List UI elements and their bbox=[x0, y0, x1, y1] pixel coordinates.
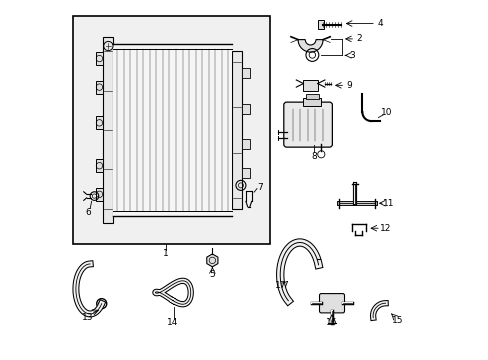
FancyBboxPatch shape bbox=[231, 51, 242, 208]
Text: 7: 7 bbox=[257, 183, 263, 192]
Wedge shape bbox=[298, 40, 323, 52]
Bar bbox=[242, 68, 249, 78]
Text: 14: 14 bbox=[167, 318, 179, 327]
Bar bbox=[242, 168, 249, 178]
Text: 2: 2 bbox=[355, 35, 361, 44]
Text: 16: 16 bbox=[325, 318, 337, 327]
Bar bbox=[95, 159, 103, 172]
Bar bbox=[95, 81, 103, 94]
Text: 9: 9 bbox=[346, 81, 351, 90]
Text: 15: 15 bbox=[391, 315, 403, 324]
Text: 5: 5 bbox=[209, 270, 215, 279]
Bar bbox=[95, 188, 103, 201]
Bar bbox=[95, 116, 103, 129]
FancyBboxPatch shape bbox=[103, 37, 113, 223]
Bar bbox=[303, 80, 317, 91]
Bar bbox=[242, 104, 249, 113]
Bar bbox=[305, 94, 318, 99]
Bar bbox=[113, 44, 231, 216]
Text: 17: 17 bbox=[274, 281, 285, 290]
Text: 3: 3 bbox=[348, 51, 354, 60]
Text: 8: 8 bbox=[311, 152, 316, 161]
Text: 13: 13 bbox=[82, 313, 94, 322]
Text: 6: 6 bbox=[85, 208, 91, 217]
FancyBboxPatch shape bbox=[319, 294, 344, 313]
Bar bbox=[95, 52, 103, 65]
Polygon shape bbox=[206, 254, 218, 267]
Text: 10: 10 bbox=[380, 108, 391, 117]
Text: 4: 4 bbox=[377, 19, 382, 28]
Text: 1: 1 bbox=[163, 249, 168, 258]
Bar bbox=[73, 16, 269, 244]
Bar bbox=[303, 98, 321, 106]
Bar bbox=[317, 20, 324, 29]
Text: 11: 11 bbox=[383, 199, 394, 208]
Bar bbox=[242, 139, 249, 149]
Text: 12: 12 bbox=[379, 224, 390, 233]
FancyBboxPatch shape bbox=[283, 102, 332, 147]
